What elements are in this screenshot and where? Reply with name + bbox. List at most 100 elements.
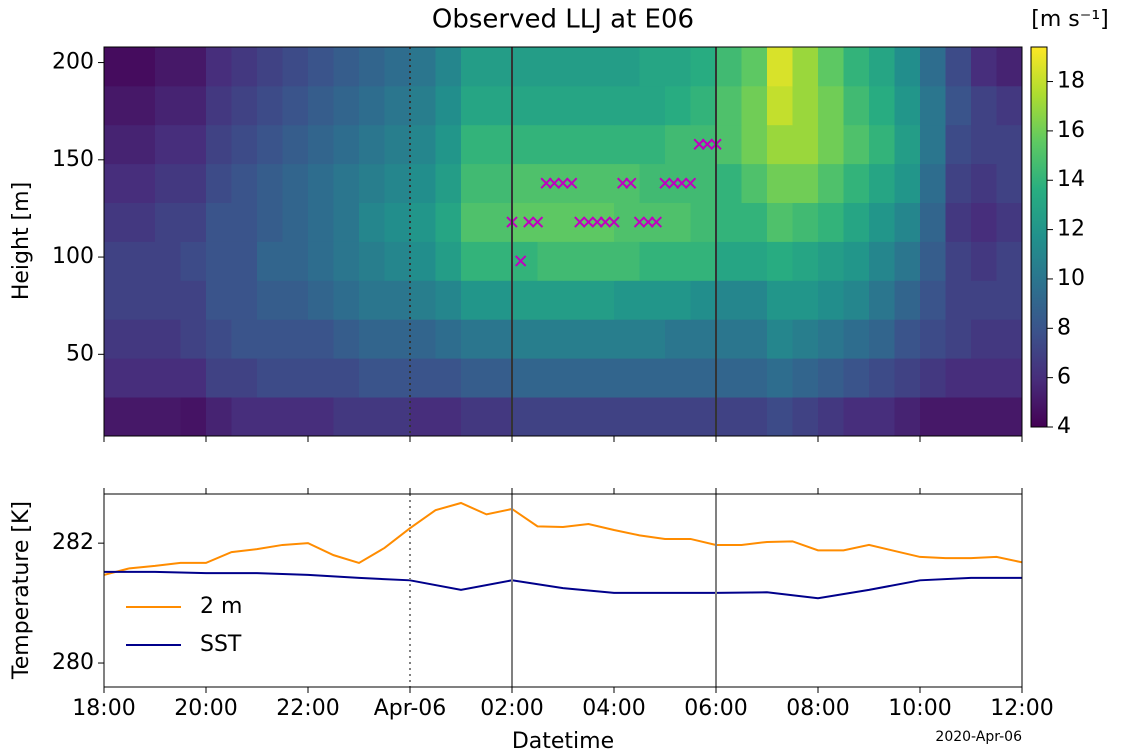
heatmap-cell xyxy=(359,85,385,126)
heatmap-cell xyxy=(461,47,487,87)
heatmap-cell xyxy=(308,85,334,126)
x-tick-label: 08:00 xyxy=(786,696,849,721)
heatmap-cell xyxy=(206,280,232,320)
heatmap-cell xyxy=(843,85,870,126)
heatmap-cell xyxy=(716,319,742,359)
heatmap-cell xyxy=(333,319,360,359)
heatmap-cell xyxy=(410,241,436,281)
heatmap-cell xyxy=(614,280,640,320)
heatmap-cell xyxy=(767,85,793,126)
heatmap-cell xyxy=(920,47,946,87)
heatmap-cell xyxy=(206,319,232,359)
heatmap-cell xyxy=(512,397,538,437)
heatmap-cell xyxy=(359,280,385,320)
heatmap-cell xyxy=(537,163,564,203)
heatmap-cell xyxy=(537,319,564,359)
heatmap-cell xyxy=(308,241,334,281)
colorbar-tick-label: 4 xyxy=(1057,414,1071,439)
heatmap-cell xyxy=(563,319,589,359)
heatmap-cell xyxy=(690,124,717,165)
heatmap-cell xyxy=(537,47,564,87)
heatmap-cell xyxy=(359,319,385,359)
y-tick-label: 282 xyxy=(52,530,94,555)
llj-marker xyxy=(659,177,671,189)
heatmap-cell xyxy=(155,163,181,203)
heatmap-cell xyxy=(716,241,742,281)
heatmap-cell xyxy=(920,358,946,398)
heatmap-cell xyxy=(537,124,564,165)
heatmap-cell xyxy=(792,163,819,203)
heatmap-cell xyxy=(563,163,589,203)
legend-label: SST xyxy=(200,632,242,657)
heatmap-cell xyxy=(971,124,997,165)
llj-marker xyxy=(582,216,595,228)
heatmap-cell xyxy=(257,163,283,203)
heatmap-cell xyxy=(945,124,972,165)
x-tick-label: 18:00 xyxy=(72,696,135,721)
heatmap-cell xyxy=(308,47,334,87)
heatmap-cell xyxy=(155,124,181,165)
heatmap-cell xyxy=(843,358,870,398)
heatmap-cell xyxy=(639,163,666,203)
heatmap-cell xyxy=(206,202,232,242)
heatmap-cell xyxy=(996,47,1023,87)
heatmap-cell xyxy=(716,280,742,320)
heatmap-cell xyxy=(869,163,895,203)
heatmap-cell xyxy=(920,280,946,320)
heatmap-cell xyxy=(537,358,564,398)
heatmap-cell xyxy=(971,202,997,242)
heatmap-cell xyxy=(461,280,487,320)
heatmap-cell xyxy=(741,358,768,398)
llj-marker xyxy=(548,177,561,189)
heatmap-cell xyxy=(282,163,309,203)
heatmap-cell xyxy=(563,47,589,87)
heatmap-cell xyxy=(894,124,921,165)
heatmap-cell xyxy=(741,124,768,165)
heatmap-cell xyxy=(920,202,946,242)
heatmap-cell xyxy=(155,280,181,320)
heatmap-cell xyxy=(588,358,615,398)
heatmap-cell xyxy=(894,358,921,398)
y-tick-label: 150 xyxy=(52,147,94,172)
heatmap-cell xyxy=(129,241,156,281)
heatmap-cell xyxy=(512,280,538,320)
heatmap-cell xyxy=(384,319,411,359)
heatmap-cell xyxy=(639,124,666,165)
heatmap-cell xyxy=(920,163,946,203)
heatmap-cell xyxy=(996,280,1023,320)
heatmap-cell xyxy=(104,85,130,126)
heatmap-cell xyxy=(945,280,972,320)
heatmap-cell xyxy=(767,124,793,165)
colorbar xyxy=(1030,46,1048,428)
heatmap-cell xyxy=(996,202,1023,242)
heatmap-cell xyxy=(104,280,130,320)
heatmap-cell xyxy=(614,319,640,359)
heatmap-cell xyxy=(359,358,385,398)
heatmap-cell xyxy=(741,47,768,87)
llj-marker xyxy=(693,138,705,150)
heatmap-cell xyxy=(818,358,844,398)
heatmap-cell xyxy=(333,124,360,165)
heatmap-cell xyxy=(486,241,513,281)
heatmap-cell xyxy=(180,163,207,203)
heatmap-cell xyxy=(614,397,640,437)
heatmap-cell xyxy=(894,202,921,242)
heatmap-cell xyxy=(767,358,793,398)
heatmap-cell xyxy=(563,85,589,126)
heatmap-cell xyxy=(690,319,717,359)
heatmap-cell xyxy=(971,319,997,359)
heatmap-cell xyxy=(231,85,258,126)
heatmap-cell xyxy=(129,397,156,437)
heatmap-cell xyxy=(588,280,615,320)
llj-marker xyxy=(650,216,663,228)
heatmap-cell xyxy=(129,124,156,165)
heatmap-cell xyxy=(741,163,768,203)
heatmap-cell xyxy=(512,47,538,87)
heatmap-cell xyxy=(894,397,921,437)
heatmap-cell xyxy=(818,85,844,126)
heatmap-cell xyxy=(486,397,513,437)
heatmap-cell xyxy=(869,358,895,398)
heatmap-cell xyxy=(461,241,487,281)
colorbar-tick-label: 16 xyxy=(1057,118,1085,143)
heatmap-cell xyxy=(512,202,538,242)
